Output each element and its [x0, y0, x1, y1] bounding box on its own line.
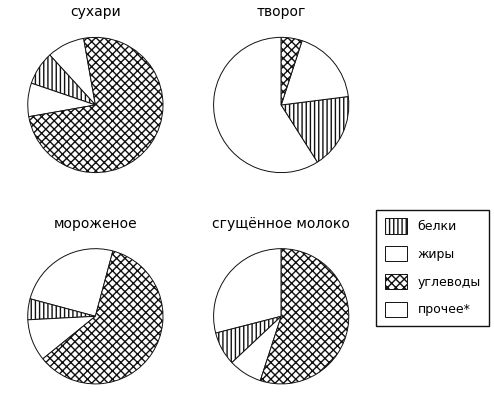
Wedge shape: [31, 55, 95, 105]
Wedge shape: [260, 249, 349, 384]
Legend: белки, жиры, углеводы, прочее*: белки, жиры, углеводы, прочее*: [376, 210, 490, 326]
Wedge shape: [213, 249, 281, 333]
Wedge shape: [30, 249, 113, 316]
Wedge shape: [213, 37, 318, 173]
Wedge shape: [281, 97, 349, 162]
Wedge shape: [281, 40, 348, 105]
Wedge shape: [28, 299, 95, 320]
Wedge shape: [281, 37, 302, 105]
Wedge shape: [232, 316, 281, 381]
Wedge shape: [43, 251, 163, 384]
Wedge shape: [216, 316, 281, 363]
Wedge shape: [28, 316, 95, 359]
Title: сгущённое молоко: сгущённое молоко: [212, 217, 350, 231]
Title: творог: творог: [256, 5, 306, 19]
Wedge shape: [50, 38, 95, 105]
Wedge shape: [28, 83, 95, 117]
Title: сухари: сухари: [70, 5, 121, 19]
Title: мороженое: мороженое: [53, 217, 137, 231]
Wedge shape: [29, 37, 163, 173]
